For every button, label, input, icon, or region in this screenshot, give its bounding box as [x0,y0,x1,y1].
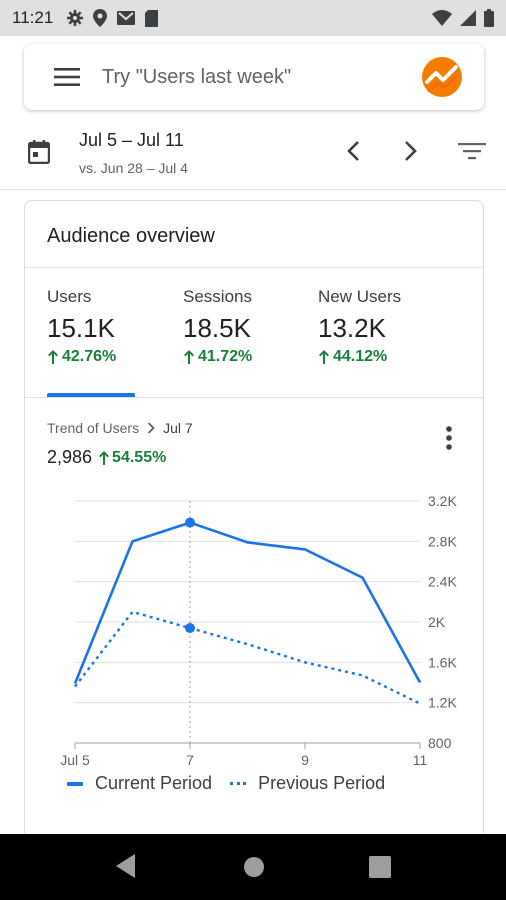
y-tick-label: 2.4K [428,574,457,590]
menu-icon[interactable] [52,67,82,87]
metric-change: 41.72% [183,348,252,366]
current-period-line [73,521,422,684]
battery-icon [484,9,494,27]
settings-icon [67,10,84,26]
legend-dotted-swatch [230,782,247,785]
metric-value: 15.1K [47,313,115,343]
metric-users[interactable]: Users 15.1K 42.76% [47,287,116,366]
metric-label: Users [47,287,92,306]
divider [25,267,483,268]
x-tick-label: 11 [413,752,428,768]
analytics-logo-icon[interactable] [422,57,462,97]
wifi-icon [432,10,452,26]
trend-label: Trend of Users [47,420,140,436]
highlight-point [185,517,195,528]
x-tick-label: Jul 5 [60,752,90,768]
trend-change-value: 54.55% [112,448,167,466]
chevron-right-icon [147,422,155,434]
date-range-current[interactable]: Jul 5 – Jul 11 [79,130,184,150]
metric-label: New Users [318,287,402,306]
status-time: 11:21 [12,8,54,27]
location-icon [93,9,108,27]
arrow-up-icon [319,350,329,364]
filter-icon[interactable] [458,140,486,162]
search-input[interactable]: Try "Users last week" [102,65,292,88]
metric-change-value: 42.76% [62,348,117,365]
chart-legend: Current Period Previous Period [67,773,385,794]
sim-card-icon [145,9,159,27]
metric-label: Sessions [183,287,252,306]
y-tick-label: 3.2K [428,493,457,509]
selected-tab-indicator [47,393,135,397]
trend-date: Jul 7 [163,420,193,436]
x-tick-label: 7 [186,752,194,768]
arrow-up-icon [184,350,194,364]
date-range-bar: Jul 5 – Jul 11 vs. Jun 28 – Jul 4 [0,120,506,190]
y-tick-label: 2.8K [428,533,457,549]
legend-previous-label: Previous Period [258,773,386,793]
arrow-up-icon [48,350,58,364]
y-tick-label: 1.6K [428,654,457,670]
metric-sessions[interactable]: Sessions 18.5K 41.72% [183,287,252,366]
signal-icon [460,10,476,26]
search-bar[interactable]: Try "Users last week" [24,44,484,110]
chevron-right-icon[interactable] [400,140,420,162]
x-tick-label: 9 [301,752,309,768]
recents-icon[interactable] [369,856,391,878]
divider [25,397,483,398]
highlight-point [185,623,195,634]
gmail-icon [117,11,136,25]
legend-solid-swatch [67,781,83,786]
back-icon[interactable] [116,854,136,878]
chevron-left-icon[interactable] [344,140,364,162]
metric-change-value: 41.72% [198,348,253,365]
date-range-compare: vs. Jun 28 – Jul 4 [79,160,188,176]
trend-line-chart[interactable]: 800 1.2K 1.6K 2K 2.4K 2.8K 3.2K Jul 5 7 9 11 [25,481,484,781]
trend-change: 54.55% [98,449,166,467]
calendar-icon[interactable] [28,140,50,164]
legend-current[interactable]: Current Period [67,773,212,794]
y-tick-label: 800 [428,735,452,751]
trend-value: 2,986 [47,447,93,467]
previous-period-line [74,610,421,705]
home-icon[interactable] [243,856,265,878]
trend-value-row: 2,986 54.55% [47,447,166,468]
legend-previous[interactable]: Previous Period [230,773,385,794]
metric-value: 13.2K [318,313,386,343]
trend-breadcrumb: Trend of Users Jul 7 [47,420,193,436]
y-tick-label: 2K [428,614,446,630]
metric-change: 42.76% [47,348,116,366]
metric-change: 44.12% [318,348,401,366]
audience-overview-card: Audience overview Users 15.1K 42.76% Ses… [24,200,484,840]
status-bar: 11:21 [0,0,506,36]
metric-value: 18.5K [183,313,251,343]
system-nav-bar [0,834,506,900]
metric-new-users[interactable]: New Users 13.2K 44.12% [318,287,401,366]
y-tick-label: 1.2K [428,695,457,711]
arrow-up-icon [99,450,110,465]
card-title: Audience overview [47,225,215,247]
legend-current-label: Current Period [95,773,213,793]
metric-change-value: 44.12% [333,348,388,365]
more-vert-icon[interactable] [445,425,453,451]
